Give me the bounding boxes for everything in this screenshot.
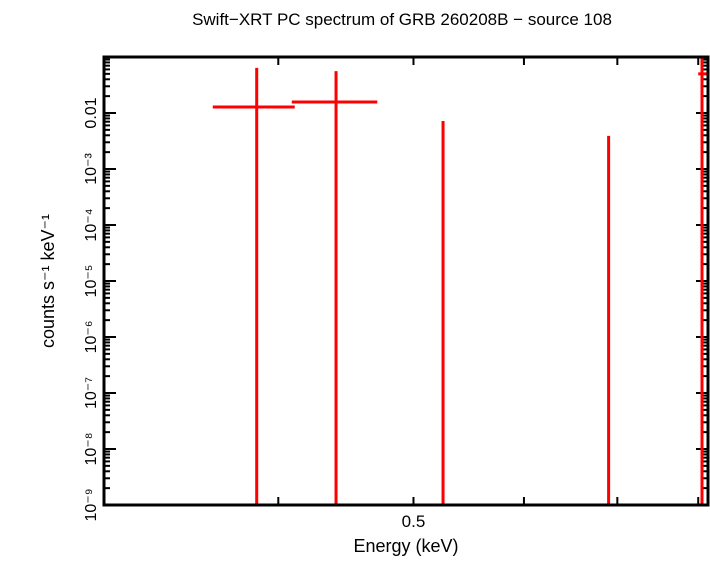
y-tick-label: 10⁻⁸ [83, 433, 100, 466]
y-tick-label: 0.01 [83, 97, 100, 128]
axis-ticks: 0.01 10⁻³ 10⁻⁴ 10⁻⁵ 10⁻⁶ 10⁻⁷ 10⁻⁸ 10⁻⁹ 0.5 [83, 57, 708, 531]
y-axis-label: counts s⁻¹ keV⁻¹ [38, 214, 58, 348]
data-point [698, 57, 708, 505]
data-points [212, 57, 708, 505]
x-axis-label: Energy (keV) [353, 536, 458, 556]
x-tick-label: 0.5 [402, 512, 426, 531]
data-point [291, 71, 378, 505]
y-tick-label: 10⁻⁴ [83, 208, 100, 241]
data-point [212, 67, 295, 505]
y-tick-label: 10⁻⁹ [83, 488, 100, 521]
chart-title: Swift−XRT PC spectrum of GRB 260208B − s… [192, 10, 612, 29]
y-tick-label: 10⁻⁷ [83, 377, 100, 409]
y-tick-label: 10⁻³ [83, 153, 100, 185]
y-tick-label: 10⁻⁵ [83, 265, 100, 298]
plot-frame [102, 55, 710, 507]
y-tick-label: 10⁻⁶ [83, 321, 100, 354]
